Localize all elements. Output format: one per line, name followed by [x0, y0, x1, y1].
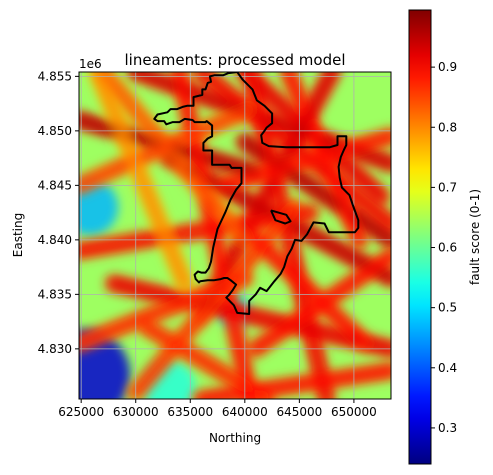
- x-tick-label: 625000: [58, 405, 104, 419]
- lineament: [100, 72, 248, 243]
- boundary-island: [270, 209, 292, 225]
- x-tick-label: 650000: [331, 405, 377, 419]
- lineament: [176, 72, 253, 399]
- x-axis: 625000 630000 635000 640000 645000 650000: [58, 399, 377, 419]
- boundary-outline: [153, 72, 360, 315]
- x-tick-label: 640000: [222, 405, 268, 419]
- lineament: [79, 275, 248, 346]
- lineament: [95, 72, 188, 286]
- colorbar-tick-label: 0.4: [438, 361, 457, 375]
- y-axis: 4.830 4.835 4.840 4.845 4.850 4.855: [38, 69, 79, 356]
- chart-title: lineaments: processed model: [125, 51, 346, 69]
- y-tick-label: 4.840: [38, 233, 72, 247]
- colorbar-label: fault score (0-1): [468, 189, 482, 285]
- lineament: [242, 226, 368, 346]
- lineament: [79, 210, 313, 254]
- x-axis-label: Northing: [209, 431, 261, 445]
- colorbar-tick-label: 0.5: [438, 301, 457, 315]
- lineament: [198, 368, 391, 399]
- plot-area: [78, 71, 392, 400]
- colorbar-tick-label: 0.7: [438, 180, 457, 194]
- y-tick-label: 4.845: [38, 178, 72, 192]
- low-score-zone: [79, 178, 119, 236]
- colorbar-tick-label: 0.8: [438, 120, 457, 134]
- y-tick-label: 4.855: [38, 69, 72, 83]
- colorbar-tick-label: 0.6: [438, 241, 457, 255]
- boundary-layer: [153, 72, 360, 315]
- grid-layer: [79, 72, 391, 399]
- plot-frame: [78, 71, 392, 400]
- y-tick-label: 4.835: [38, 287, 72, 301]
- x-tick-label: 635000: [167, 405, 213, 419]
- lineament: [79, 106, 253, 188]
- lineament: [247, 72, 330, 399]
- x-tick-label: 630000: [113, 405, 159, 419]
- y-offset-label: 1e6: [79, 57, 102, 71]
- lineament: [220, 133, 391, 188]
- y-tick-label: 4.850: [38, 124, 72, 138]
- colorbar-ticks: 0.3 0.4 0.5 0.6 0.7 0.8 0.9: [431, 60, 457, 435]
- lineament: [133, 204, 297, 395]
- y-tick-label: 4.830: [38, 342, 72, 356]
- lineament: [144, 324, 270, 399]
- y-axis-label: Easting: [11, 213, 25, 257]
- colorbar: 0.3 0.4 0.5 0.6 0.7 0.8 0.9 fault score (0-1): [408, 9, 482, 465]
- x-tick-label: 645000: [276, 405, 322, 419]
- colorbar-tick-label: 0.3: [438, 421, 457, 435]
- heatmap-layer: [79, 72, 391, 399]
- colorbar-tick-label: 0.9: [438, 60, 457, 74]
- colorbar-bar: [408, 9, 432, 465]
